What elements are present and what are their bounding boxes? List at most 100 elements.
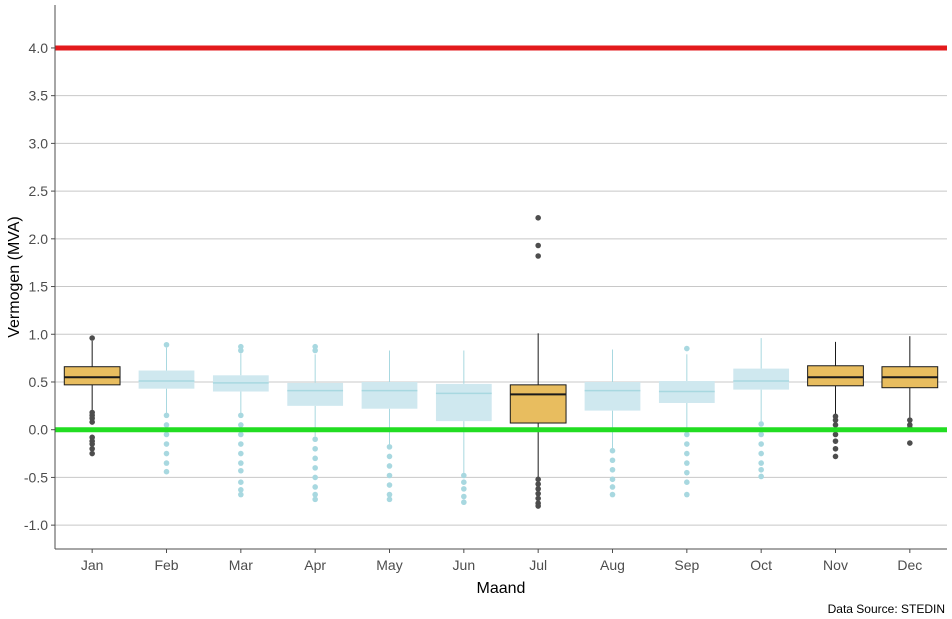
outlier-point [312,436,318,443]
box-apr [287,343,344,503]
box-series [63,215,939,509]
outlier-point [163,422,170,428]
outlier-point [535,490,541,497]
x-tick-label: May [376,557,402,573]
reference-lines [55,45,947,433]
x-tick-label: Feb [154,557,178,573]
outlier-point [832,453,839,460]
outlier-point [535,481,541,487]
outlier-point [609,491,616,498]
outlier-point [907,440,913,446]
outlier-point [832,445,839,452]
x-tick-label: Mar [229,557,253,573]
y-tick-label: 3.0 [29,135,49,151]
outlier-point [89,445,95,452]
box-iqr [287,382,344,406]
outlier-point [684,479,690,485]
outlier-point [609,447,616,454]
y-tick-label: 3.5 [29,88,49,104]
box-aug [584,349,641,498]
outlier-point [907,417,913,423]
outlier-point [609,476,616,483]
y-tick-label: -0.5 [24,469,48,485]
data-source-caption: Data Source: STEDIN [828,602,945,616]
box-mar [212,343,269,498]
y-tick-label: 0.5 [29,374,49,390]
outlier-point [238,431,244,438]
y-tick-label: 1.0 [29,326,49,342]
box-sep [658,345,715,498]
outlier-point [535,486,541,492]
y-tick-label: 2.0 [29,231,49,247]
outlier-point [238,479,244,485]
outlier-point [832,438,839,444]
outlier-point [758,460,764,466]
x-axis-title: Maand [477,580,526,597]
grid-lines [55,47,947,526]
outlier-point [312,491,318,498]
box-iqr [435,383,492,422]
x-tick-label: Nov [823,557,848,573]
outlier-point [312,347,318,354]
outlier-point [684,345,690,352]
outlier-point [684,441,690,447]
outlier-point [684,491,690,498]
y-tick-label: -1.0 [24,517,48,533]
outlier-point [832,422,839,428]
outlier-point [238,347,244,354]
x-tick-label: Jun [453,557,476,573]
x-tick-label: Jan [81,557,104,573]
y-tick-label: 0.0 [29,422,49,438]
outlier-point [89,335,95,341]
outlier-point [535,476,541,483]
outlier-point [758,450,764,457]
outlier-point [238,460,244,466]
outlier-point [238,422,244,428]
outlier-point [238,450,244,457]
box-may [361,350,418,503]
box-jul [509,215,567,509]
outlier-point [535,503,541,509]
outlier-point [238,467,244,474]
outlier-point [461,493,467,500]
box-jan [63,335,121,457]
outlier-point [758,441,764,447]
outlier-point [312,455,318,462]
outlier-point [609,457,616,464]
outlier-point [163,431,170,438]
box-nov [807,341,864,460]
outlier-point [89,450,95,457]
outlier-point [312,484,318,490]
outlier-point [238,412,244,419]
outlier-point [758,421,764,427]
y-axis-title: Vermogen (MVA) [6,216,23,338]
outlier-point [461,479,467,485]
outlier-point [684,431,690,438]
outlier-point [535,242,541,249]
box-iqr [138,370,195,389]
x-tick-label: Aug [600,557,625,573]
box-iqr [584,381,641,411]
x-tick-label: Sep [674,557,699,573]
outlier-point [832,431,839,438]
outlier-point [684,469,690,476]
outlier-point [89,419,95,425]
outlier-point [312,465,318,471]
outlier-point [535,495,541,502]
outlier-point [758,466,764,473]
outlier-point [832,417,839,423]
outlier-point [312,496,318,503]
x-tick-label: Jul [529,557,547,573]
box-iqr [733,368,790,390]
box-iqr [63,366,121,386]
outlier-point [238,491,244,498]
outlier-point [609,466,616,473]
outlier-point [535,215,541,221]
outlier-point [461,472,467,479]
y-tick-label: 1.5 [29,279,49,295]
x-tick-label: Dec [897,557,922,573]
x-tick-label: Oct [750,557,772,573]
outlier-point [238,441,244,447]
box-iqr [807,365,864,387]
